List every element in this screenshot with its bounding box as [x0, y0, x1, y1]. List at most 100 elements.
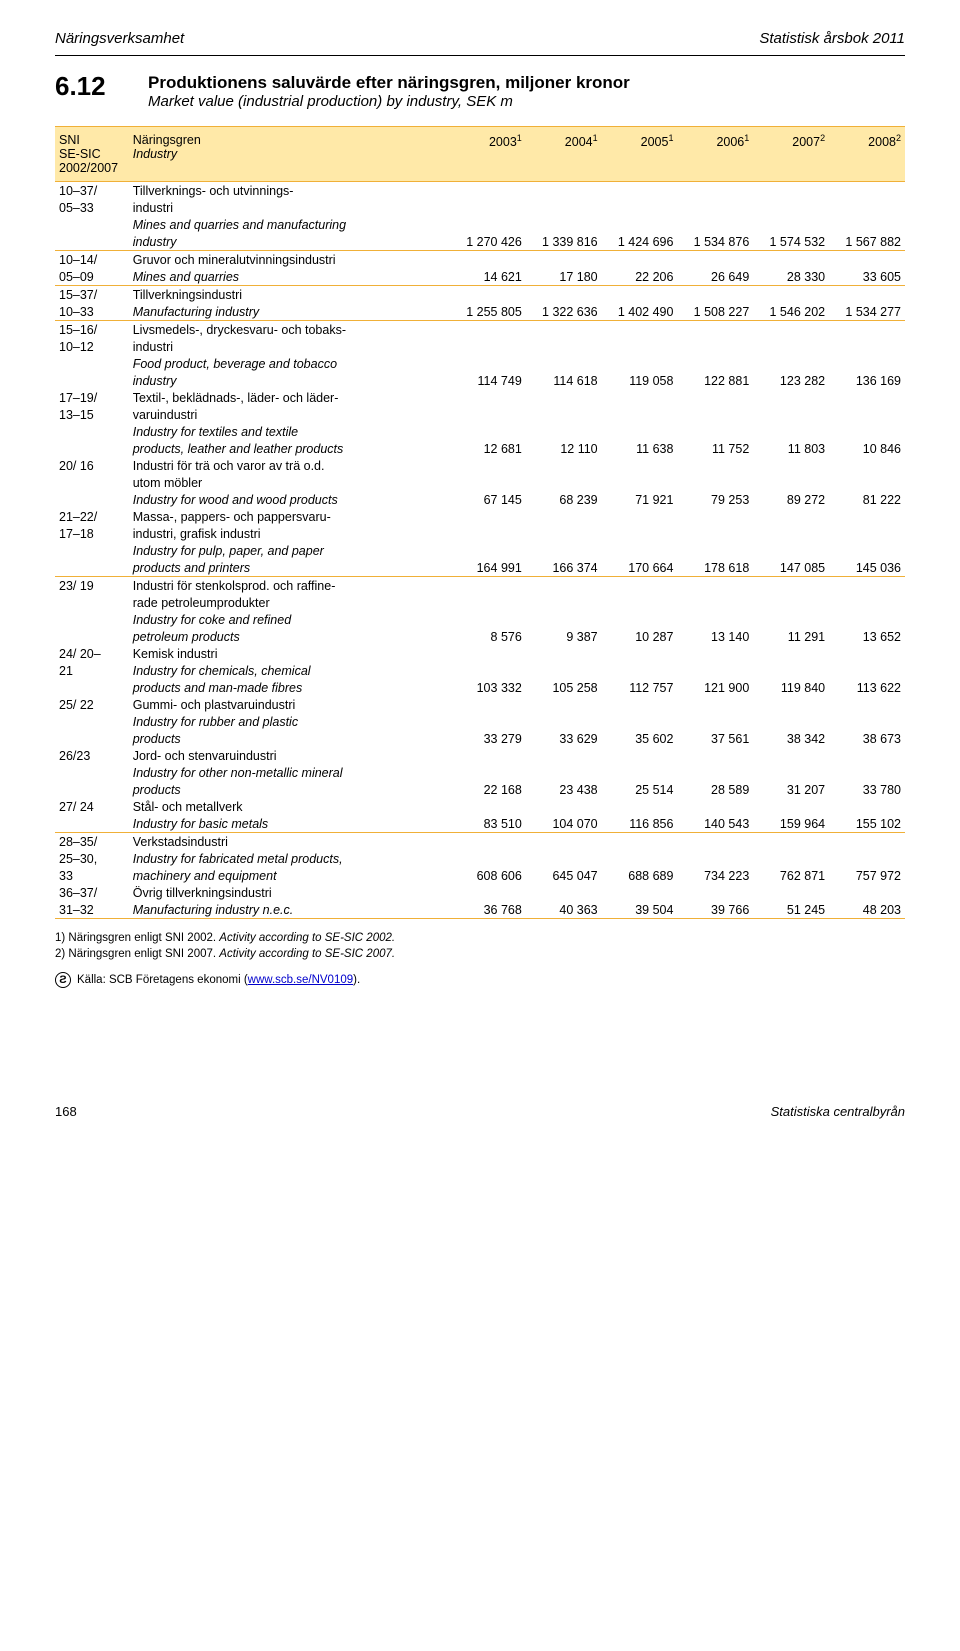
- table-row: 10–37/Tillverknings- och utvinnings-: [55, 182, 905, 200]
- cell-value: [450, 850, 526, 867]
- cell-code: [55, 216, 129, 233]
- cell-value: [602, 850, 678, 867]
- cell-value: [450, 508, 526, 525]
- table-row: Industry for textiles and textile: [55, 423, 905, 440]
- cell-value: [602, 216, 678, 233]
- cell-value: [602, 182, 678, 200]
- cell-value: 36 768: [450, 901, 526, 919]
- footer-page: 168: [55, 1104, 77, 1119]
- table-row: 15–37/Tillverkningsindustri: [55, 286, 905, 304]
- cell-value: [450, 474, 526, 491]
- cell-label: utom möbler: [129, 474, 450, 491]
- cell-label: Industri för trä och varor av trä o.d.: [129, 457, 450, 474]
- th-2004: 20041: [526, 127, 602, 182]
- cell-value: 1 402 490: [602, 303, 678, 321]
- cell-value: [602, 389, 678, 406]
- cell-value: [753, 577, 829, 595]
- table-row: 05–33industri: [55, 199, 905, 216]
- cell-code: [55, 679, 129, 696]
- cell-value: 40 363: [526, 901, 602, 919]
- cell-value: [677, 611, 753, 628]
- cell-value: 9 387: [526, 628, 602, 645]
- cell-label: products: [129, 781, 450, 798]
- cell-label: Industry for fabricated metal products,: [129, 850, 450, 867]
- cell-label: Food product, beverage and tobacco: [129, 355, 450, 372]
- table-row: 26/23Jord- och stenvaruindustri: [55, 747, 905, 764]
- cell-value: [829, 286, 905, 304]
- cell-label: varuindustri: [129, 406, 450, 423]
- cell-code: 21: [55, 662, 129, 679]
- cell-value: 608 606: [450, 867, 526, 884]
- cell-value: 1 534 277: [829, 303, 905, 321]
- cell-value: [450, 798, 526, 815]
- cell-value: [602, 338, 678, 355]
- cell-label: Industry for other non-metallic mineral: [129, 764, 450, 781]
- cell-value: 51 245: [753, 901, 829, 919]
- cell-value: [677, 525, 753, 542]
- cell-label: Manufacturing industry n.e.c.: [129, 901, 450, 919]
- cell-value: 1 270 426: [450, 233, 526, 251]
- cell-value: [753, 611, 829, 628]
- cell-value: [829, 251, 905, 269]
- cell-value: 136 169: [829, 372, 905, 389]
- cell-label: Livsmedels-, dryckesvaru- och tobaks-: [129, 321, 450, 339]
- cell-value: 79 253: [677, 491, 753, 508]
- cell-code: [55, 611, 129, 628]
- table-row: products33 27933 62935 60237 56138 34238…: [55, 730, 905, 747]
- table-row: petroleum products8 5769 38710 28713 140…: [55, 628, 905, 645]
- cell-value: 123 282: [753, 372, 829, 389]
- table-row: Industry for wood and wood products67 14…: [55, 491, 905, 508]
- cell-value: 68 239: [526, 491, 602, 508]
- cell-code: 10–37/: [55, 182, 129, 200]
- cell-value: [450, 321, 526, 339]
- cell-value: [677, 508, 753, 525]
- cell-code: 24/ 20–: [55, 645, 129, 662]
- chapter-number: 6.12: [55, 72, 120, 112]
- cell-code: 25/ 22: [55, 696, 129, 713]
- cell-value: [753, 884, 829, 901]
- cell-value: [829, 338, 905, 355]
- cell-code: [55, 628, 129, 645]
- cell-value: [829, 577, 905, 595]
- cell-value: 178 618: [677, 559, 753, 577]
- cell-value: 71 921: [602, 491, 678, 508]
- cell-code: [55, 233, 129, 251]
- cell-label: Mines and quarries: [129, 268, 450, 286]
- cell-value: 12 681: [450, 440, 526, 457]
- source-link[interactable]: www.scb.se/NV0109: [248, 974, 353, 986]
- cell-label: machinery and equipment: [129, 867, 450, 884]
- cell-value: [526, 884, 602, 901]
- cell-value: [677, 713, 753, 730]
- cell-value: [450, 457, 526, 474]
- cell-value: [526, 216, 602, 233]
- cell-value: [829, 508, 905, 525]
- cell-value: 645 047: [526, 867, 602, 884]
- cell-value: 114 618: [526, 372, 602, 389]
- cell-value: [753, 594, 829, 611]
- cell-value: 1 424 696: [602, 233, 678, 251]
- table-row: Mines and quarries and manufacturing: [55, 216, 905, 233]
- cell-value: 1 574 532: [753, 233, 829, 251]
- cell-value: [829, 542, 905, 559]
- cell-label: Verkstadsindustri: [129, 833, 450, 851]
- cell-value: [753, 251, 829, 269]
- cell-value: [450, 764, 526, 781]
- cell-code: 31–32: [55, 901, 129, 919]
- cell-value: 170 664: [602, 559, 678, 577]
- cell-value: [450, 338, 526, 355]
- cell-value: 10 287: [602, 628, 678, 645]
- cell-value: [602, 508, 678, 525]
- cell-value: [829, 798, 905, 815]
- cell-value: [753, 747, 829, 764]
- cell-value: [526, 286, 602, 304]
- cell-value: [450, 542, 526, 559]
- cell-value: 11 803: [753, 440, 829, 457]
- cell-label: products: [129, 730, 450, 747]
- cell-value: [753, 798, 829, 815]
- th-2005: 20051: [602, 127, 678, 182]
- cell-code: 21–22/: [55, 508, 129, 525]
- cell-value: 17 180: [526, 268, 602, 286]
- cell-value: [602, 713, 678, 730]
- cell-value: 11 638: [602, 440, 678, 457]
- cell-value: [753, 525, 829, 542]
